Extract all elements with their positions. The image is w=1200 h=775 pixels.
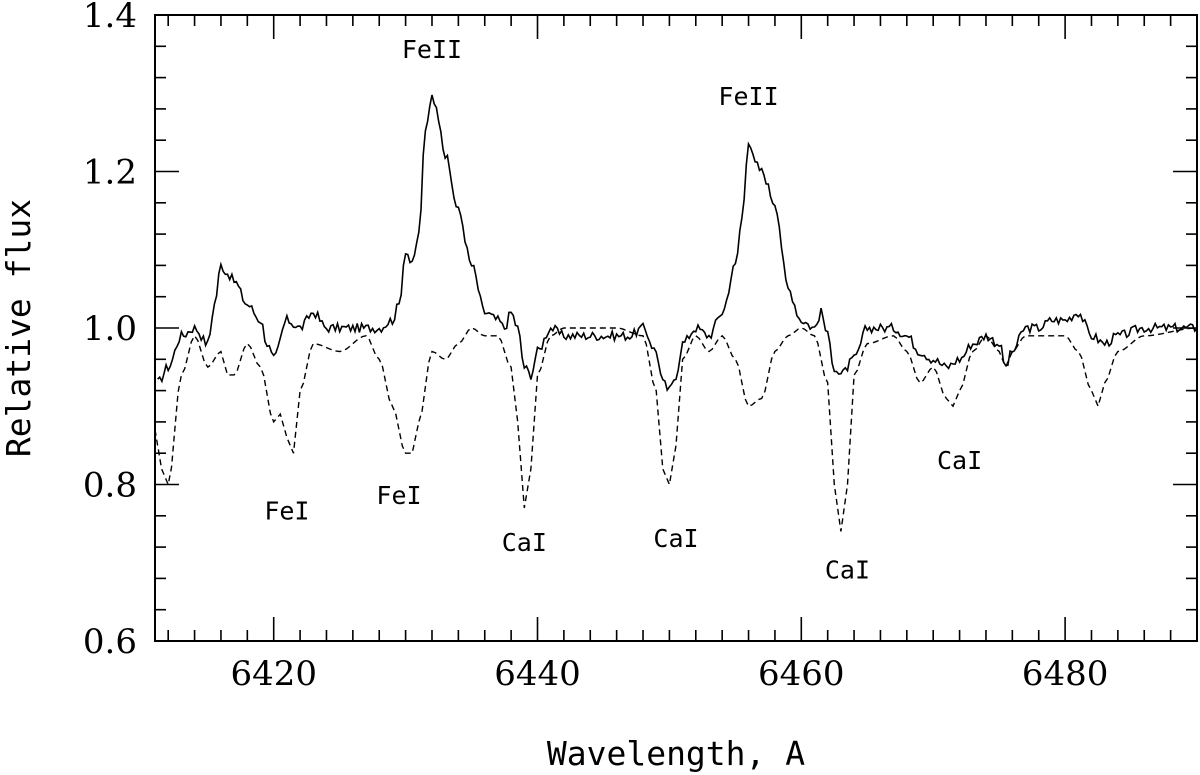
- x-tick-label: 6480: [1022, 654, 1109, 694]
- x-tick-label: 6440: [494, 654, 581, 694]
- line-annotation: FeII: [718, 82, 778, 111]
- y-axis-label: Relative flux: [0, 199, 38, 457]
- observed-spectrum-line: [157, 94, 1198, 393]
- labels-layer: 6420 6440 6460 6480 0.6 0.8 1.0 1.2 1.4: [83, 0, 1108, 694]
- y-tick-label: 0.6: [83, 622, 137, 662]
- x-tick-label: 6420: [230, 654, 317, 694]
- line-annotation: FeI: [376, 481, 421, 510]
- series-layer: [154, 94, 1198, 532]
- plot-frame: [154, 14, 1198, 642]
- y-tick-label: 1.4: [83, 0, 137, 36]
- line-annotation: CaI: [653, 524, 698, 553]
- x-tick-label: 6460: [758, 654, 845, 694]
- line-annotation: CaI: [502, 528, 547, 557]
- line-annotation: CaI: [937, 446, 982, 475]
- x-axis-label: Wavelength, A: [547, 734, 805, 773]
- model-spectrum-dashed-line: [154, 327, 1198, 532]
- ticks-layer: [155, 14, 1198, 642]
- line-annotation: CaI: [825, 555, 870, 584]
- y-tick-label: 1.2: [83, 153, 137, 193]
- line-annotation: FeII: [402, 35, 462, 64]
- y-tick-label: 0.8: [83, 466, 137, 506]
- line-annotation: FeI: [264, 497, 309, 526]
- annotation-layer: FeII FeII FeI FeI CaI CaI CaI CaI: [264, 35, 982, 584]
- y-tick-label: 1.0: [83, 309, 137, 349]
